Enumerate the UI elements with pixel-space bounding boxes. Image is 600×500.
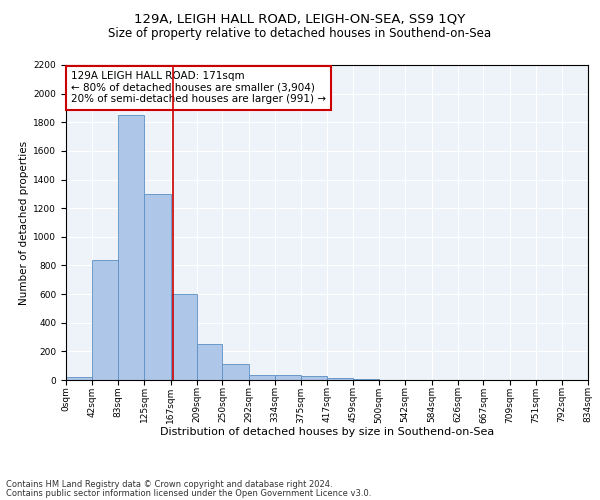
- Text: 129A, LEIGH HALL ROAD, LEIGH-ON-SEA, SS9 1QY: 129A, LEIGH HALL ROAD, LEIGH-ON-SEA, SS9…: [134, 12, 466, 26]
- Bar: [92, 260, 118, 380]
- X-axis label: Distribution of detached houses by size in Southend-on-Sea: Distribution of detached houses by size …: [160, 427, 494, 437]
- Bar: [327, 378, 353, 380]
- Bar: [66, 377, 92, 380]
- Bar: [118, 115, 144, 380]
- Bar: [144, 194, 170, 380]
- Bar: [223, 364, 249, 380]
- Text: 129A LEIGH HALL ROAD: 171sqm
← 80% of detached houses are smaller (3,904)
20% of: 129A LEIGH HALL ROAD: 171sqm ← 80% of de…: [71, 72, 326, 104]
- Bar: [249, 375, 275, 380]
- Bar: [197, 344, 223, 380]
- Text: Contains HM Land Registry data © Crown copyright and database right 2024.: Contains HM Land Registry data © Crown c…: [6, 480, 332, 489]
- Y-axis label: Number of detached properties: Number of detached properties: [19, 140, 29, 304]
- Text: Contains public sector information licensed under the Open Government Licence v3: Contains public sector information licen…: [6, 489, 371, 498]
- Bar: [301, 376, 327, 380]
- Bar: [170, 294, 197, 380]
- Text: Size of property relative to detached houses in Southend-on-Sea: Size of property relative to detached ho…: [109, 28, 491, 40]
- Bar: [275, 375, 301, 380]
